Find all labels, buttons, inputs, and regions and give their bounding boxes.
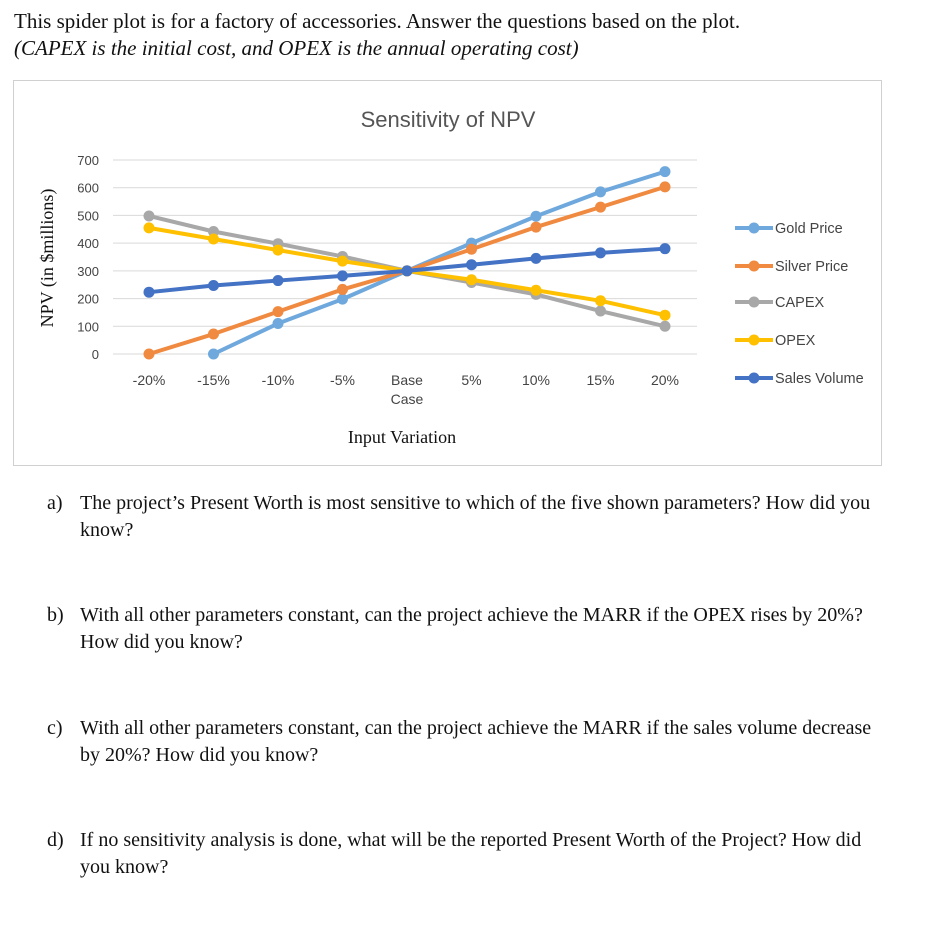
data-point-capex — [143, 210, 155, 222]
data-point-sales-volume — [337, 270, 348, 282]
question-a-text: The project’s Present Worth is most sens… — [80, 492, 871, 541]
data-point-gold-price — [659, 166, 671, 178]
data-point-sales-volume — [466, 259, 477, 271]
legend-marker-silver-price — [748, 260, 760, 272]
intro-line-2: (CAPEX is the initial cost, and OPEX is … — [14, 36, 579, 60]
data-point-capex — [659, 320, 671, 332]
legend-marker-opex — [748, 334, 760, 346]
intro-line-1: This spider plot is for a factory of acc… — [14, 9, 741, 33]
data-point-sales-volume — [208, 280, 219, 292]
data-point-opex — [659, 309, 671, 321]
data-point-opex — [208, 233, 219, 245]
npv-sensitivity-chart: Sensitivity of NPV 0 100 200 300 400 500 600 700… — [37, 107, 864, 447]
x-tick-label: 5% — [461, 372, 481, 388]
data-point-silver-price — [530, 221, 542, 233]
data-point-silver-price — [595, 201, 606, 213]
data-point-silver-price — [659, 181, 671, 193]
data-point-opex — [466, 274, 477, 286]
data-point-silver-price — [466, 243, 477, 255]
data-point-sales-volume — [401, 265, 413, 277]
x-tick-label: 15% — [586, 372, 614, 388]
question-a-letter: a) — [47, 492, 63, 514]
data-point-silver-price — [337, 283, 348, 295]
question-d-letter: d) — [47, 829, 64, 851]
data-point-sales-volume — [659, 243, 671, 255]
y-axis-label: NPV (in $millions) — [37, 189, 58, 328]
data-point-gold-price — [337, 293, 348, 305]
x-tick-label: Base Case — [391, 372, 424, 407]
legend-label-opex: OPEX — [775, 333, 816, 349]
x-axis-label: Input Variation — [348, 427, 456, 447]
data-point-sales-volume — [595, 247, 606, 259]
question-c-text: With all other parameters constant, can … — [80, 717, 872, 766]
y-tick-label: 700 — [77, 153, 99, 168]
y-tick-label: 100 — [77, 319, 99, 334]
data-point-opex — [143, 222, 155, 234]
x-tick-label: -20% — [133, 372, 166, 388]
x-tick-label: -10% — [262, 372, 295, 388]
data-point-silver-price — [208, 328, 219, 340]
chart-frame — [13, 80, 882, 466]
data-point-opex — [530, 284, 542, 296]
legend-label-gold-price: Gold Price — [775, 221, 843, 237]
data-point-gold-price — [208, 348, 219, 360]
question-c-letter: c) — [47, 717, 63, 739]
legend-label-silver-price: Silver Price — [775, 259, 848, 275]
data-point-gold-price — [530, 210, 542, 222]
x-tick-label: -15% — [197, 372, 230, 388]
x-tick-label: -5% — [330, 372, 355, 388]
x-tick-label: 20% — [651, 372, 679, 388]
question-b-text: With all other parameters constant, can … — [80, 604, 863, 653]
data-point-sales-volume — [272, 275, 284, 287]
data-point-opex — [595, 295, 606, 307]
y-tick-label: 300 — [77, 264, 99, 279]
legend-label-capex: CAPEX — [775, 295, 824, 311]
data-point-sales-volume — [530, 252, 542, 264]
data-point-silver-price — [143, 348, 155, 360]
data-point-sales-volume — [143, 286, 155, 298]
y-tick-label: 500 — [77, 208, 99, 223]
legend-label-sales-volume: Sales Volume — [775, 371, 864, 387]
data-point-capex — [595, 305, 606, 317]
legend-marker-capex — [748, 296, 760, 308]
y-tick-label: 400 — [77, 236, 99, 251]
y-tick-label: 0 — [92, 347, 99, 362]
data-point-opex — [337, 255, 348, 267]
y-tick-label: 200 — [77, 292, 99, 307]
chart-title: Sensitivity of NPV — [361, 107, 536, 132]
legend-marker-gold-price — [748, 222, 760, 234]
intro-text: This spider plot is for a factory of acc… — [14, 8, 914, 62]
question-d-text: If no sensitivity analysis is done, what… — [80, 829, 862, 878]
x-tick-label: 10% — [522, 372, 550, 388]
data-point-gold-price — [595, 186, 606, 198]
data-point-opex — [272, 244, 284, 256]
series-line-gold-price — [211, 169, 667, 356]
data-point-silver-price — [272, 306, 284, 318]
y-tick-label: 600 — [77, 181, 99, 196]
question-b-letter: b) — [47, 604, 64, 626]
data-point-gold-price — [272, 318, 284, 330]
legend-marker-sales-volume — [748, 372, 760, 384]
